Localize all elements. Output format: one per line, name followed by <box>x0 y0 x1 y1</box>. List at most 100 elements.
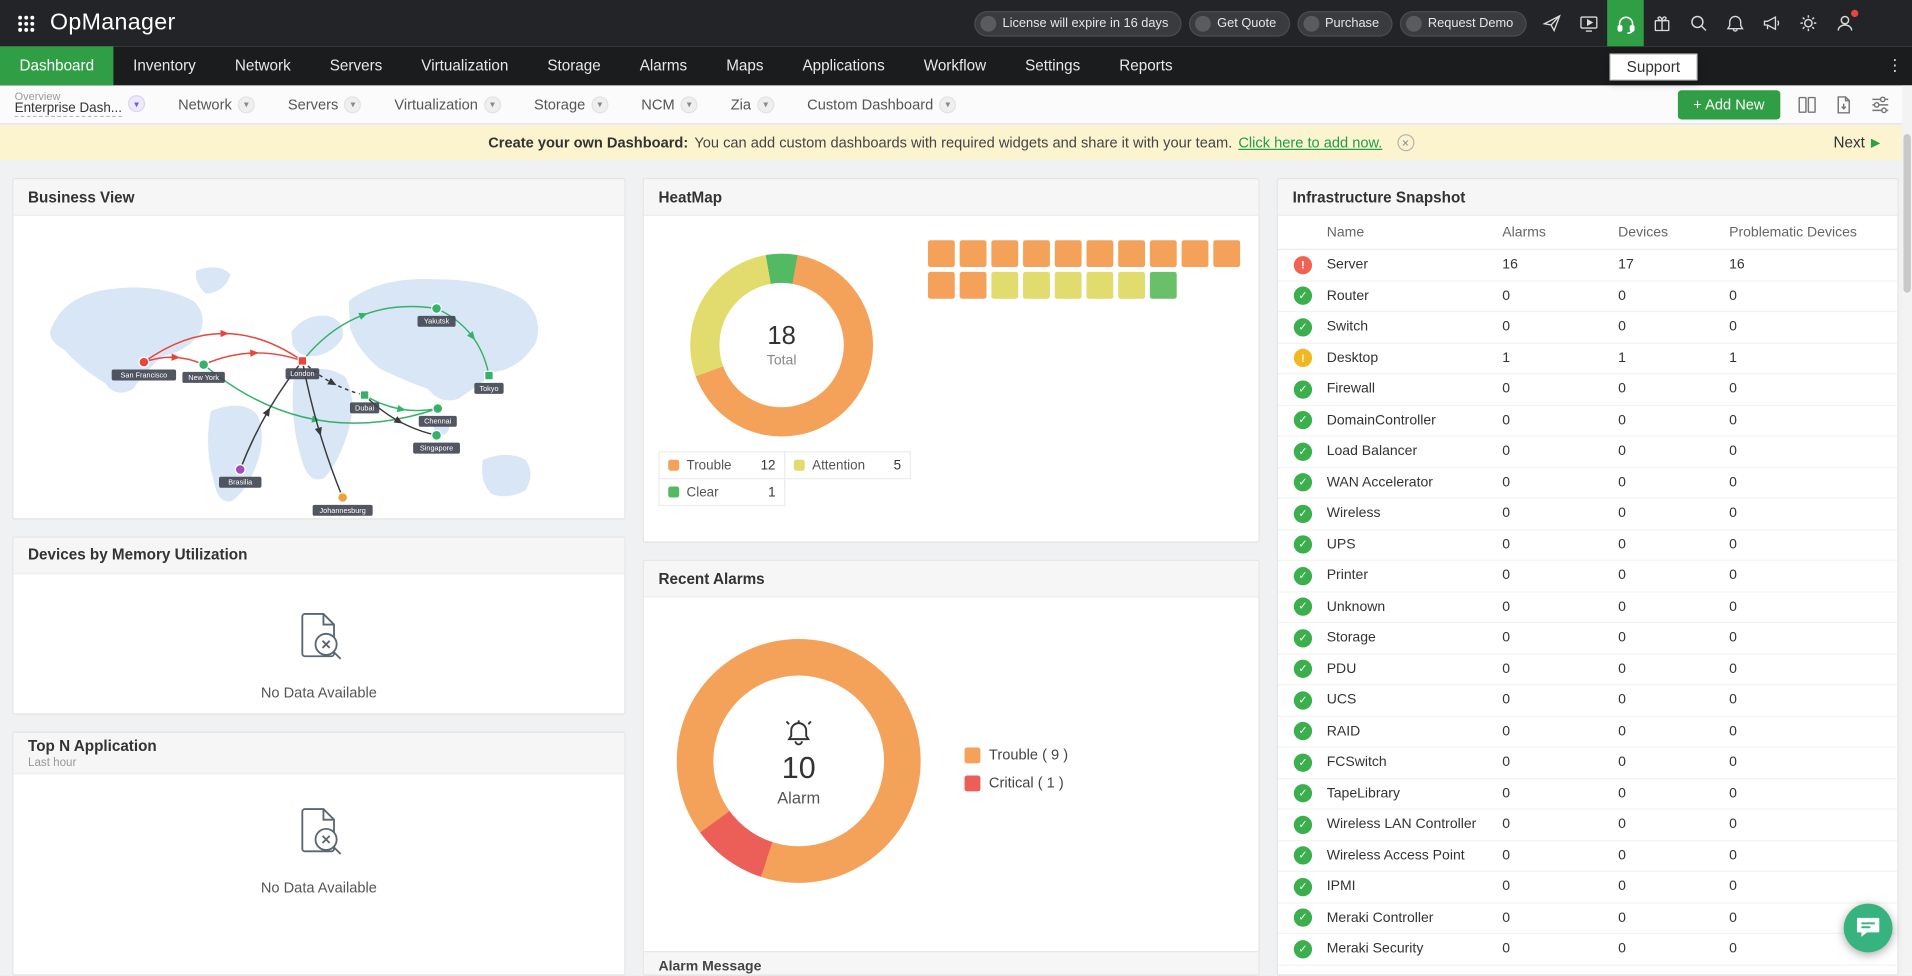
heatmap-cell-trouble[interactable] <box>1054 240 1082 268</box>
layout-columns-icon[interactable] <box>1797 95 1817 115</box>
video-demo-icon[interactable] <box>1571 0 1608 46</box>
device-category-link[interactable]: UCS <box>1326 692 1357 708</box>
subnav-item-custom-dashboard[interactable]: Custom Dashboard ▾ <box>807 95 957 113</box>
map-node-new-york[interactable]: New York <box>182 359 225 383</box>
map-node-brasilia[interactable]: Brasilia <box>219 463 262 488</box>
scrollbar-thumb[interactable] <box>1903 134 1911 293</box>
device-category-link[interactable]: Printer <box>1326 568 1369 584</box>
heatmap-cell-trouble[interactable] <box>1149 240 1177 268</box>
heatmap-cell-attention[interactable] <box>1086 271 1114 299</box>
nav-tab-settings[interactable]: Settings <box>1025 57 1081 75</box>
map-node-chennai[interactable]: Chennai <box>418 403 457 427</box>
selector-label[interactable]: Enterprise Dash... <box>14 101 122 118</box>
nav-overflow-icon[interactable]: ⋮ <box>1887 56 1903 75</box>
nav-tab-servers[interactable]: Servers <box>329 57 383 75</box>
nav-tab-alarms[interactable]: Alarms <box>639 57 688 75</box>
device-category-link[interactable]: Router <box>1326 288 1369 304</box>
notifications-bell-icon[interactable] <box>1717 0 1754 46</box>
chevron-down-icon[interactable]: ▾ <box>483 95 502 113</box>
device-category-link[interactable]: Wireless <box>1326 506 1381 521</box>
dashboard-selector[interactable]: Overview Enterprise Dash... ▾ <box>0 90 146 118</box>
chevron-down-icon[interactable]: ▾ <box>344 95 362 113</box>
nav-tab-workflow[interactable]: Workflow <box>923 57 987 75</box>
heatmap-cell-trouble[interactable] <box>927 271 955 299</box>
topbar-pill-get-quote[interactable]: Get Quote <box>1189 10 1290 36</box>
device-category-link[interactable]: PDU <box>1326 661 1357 677</box>
banner-close-icon[interactable]: ✕ <box>1396 134 1415 152</box>
nav-tab-maps[interactable]: Maps <box>726 57 764 75</box>
device-category-link[interactable]: TapeLibrary <box>1326 786 1400 801</box>
device-category-link[interactable]: Unknown <box>1326 599 1386 615</box>
device-category-link[interactable]: Firewall <box>1326 381 1376 397</box>
user-account-icon[interactable] <box>1827 0 1864 46</box>
heatmap-cell-trouble[interactable] <box>927 240 955 268</box>
export-pdf-icon[interactable] <box>1834 95 1854 115</box>
heatmap-cell-trouble[interactable] <box>1181 240 1209 268</box>
subnav-item-virtualization[interactable]: Virtualization ▾ <box>394 95 502 113</box>
device-category-link[interactable]: DomainController <box>1326 413 1436 428</box>
support-headset-icon[interactable] <box>1607 0 1644 47</box>
device-category-link[interactable]: Meraki Controller <box>1326 910 1434 926</box>
nav-tab-applications[interactable]: Applications <box>802 57 885 75</box>
map-node-yakutsk[interactable]: Yakutsk <box>417 303 456 327</box>
map-node-tokyo[interactable]: Tokyo <box>474 370 504 394</box>
world-map[interactable]: San Francisco New York Brasilia London Johan… <box>13 216 625 520</box>
device-category-link[interactable]: Meraki Security <box>1326 941 1424 957</box>
store-icon[interactable] <box>1644 0 1681 46</box>
heatmap-cell-trouble[interactable] <box>1086 240 1114 268</box>
next-button[interactable]: Next ▶ <box>1833 134 1880 151</box>
search-icon[interactable] <box>1680 0 1717 46</box>
apps-waffle-icon[interactable] <box>17 14 35 32</box>
device-category-link[interactable]: Storage <box>1326 630 1376 646</box>
banner-add-link[interactable]: Click here to add now. <box>1238 134 1383 152</box>
topbar-pill-purchase[interactable]: Purchase <box>1296 10 1393 36</box>
chevron-down-icon[interactable]: ▾ <box>939 95 957 113</box>
business-view-map[interactable]: San Francisco New York Brasilia London Johan… <box>13 216 625 520</box>
subnav-item-network[interactable]: Network ▾ <box>178 95 255 113</box>
device-category-link[interactable]: Wireless LAN Controller <box>1326 817 1477 832</box>
heatmap-cell-trouble[interactable] <box>991 240 1019 268</box>
chevron-down-icon[interactable]: ▾ <box>128 95 146 113</box>
device-category-link[interactable]: WAN Accelerator <box>1326 475 1433 490</box>
chevron-down-icon[interactable]: ▾ <box>237 95 255 113</box>
device-category-link[interactable]: RAID <box>1326 724 1361 739</box>
topbar-pill-request-demo[interactable]: Request Demo <box>1399 10 1527 36</box>
live-chat-button[interactable] <box>1843 903 1893 953</box>
heatmap-cell-trouble[interactable] <box>959 271 987 299</box>
map-node-san-francisco[interactable]: San Francisco <box>111 356 177 381</box>
nav-tab-dashboard[interactable]: Dashboard <box>0 46 114 86</box>
heatmap-cell-trouble[interactable] <box>959 240 987 268</box>
device-category-link[interactable]: FCSwitch <box>1326 755 1387 770</box>
subnav-item-storage[interactable]: Storage ▾ <box>534 95 609 113</box>
heatmap-cell-trouble[interactable] <box>1023 240 1050 268</box>
device-category-link[interactable]: Server <box>1326 257 1369 273</box>
alarms-donut[interactable]: 10 Alarm <box>676 638 921 883</box>
settings-gear-icon[interactable] <box>1790 0 1827 46</box>
subnav-item-servers[interactable]: Servers ▾ <box>288 95 362 113</box>
announcements-icon[interactable] <box>1753 0 1790 46</box>
topbar-pill-license-will-expire-in-16-days[interactable]: License will expire in 16 days <box>974 10 1182 36</box>
heatmap-donut[interactable]: 18 Total <box>690 253 874 437</box>
map-node-london[interactable]: London <box>285 356 320 380</box>
heatmap-cell-attention[interactable] <box>1118 271 1146 299</box>
nav-tab-virtualization[interactable]: Virtualization <box>421 57 509 75</box>
device-category-link[interactable]: Wireless Access Point <box>1326 848 1465 864</box>
nav-tab-network[interactable]: Network <box>234 57 291 75</box>
subnav-item-zia[interactable]: Zia ▾ <box>731 95 775 113</box>
heatmap-cell-attention[interactable] <box>991 271 1019 299</box>
device-category-link[interactable]: UPS <box>1326 537 1356 553</box>
device-category-link[interactable]: IPMI <box>1326 879 1356 895</box>
subnav-item-ncm[interactable]: NCM ▾ <box>641 95 698 113</box>
device-category-link[interactable]: Desktop <box>1326 350 1379 366</box>
map-node-singapore[interactable]: Singapore <box>413 429 460 454</box>
heatmap-cell-trouble[interactable] <box>1213 240 1241 268</box>
map-node-johannesburg[interactable]: Johannesburg <box>312 492 373 516</box>
device-category-link[interactable]: Switch <box>1326 319 1369 335</box>
widget-settings-sliders-icon[interactable] <box>1871 95 1891 115</box>
heatmap-cell-clear[interactable] <box>1149 271 1177 299</box>
send-icon[interactable] <box>1534 0 1571 46</box>
add-new-button[interactable]: + Add New <box>1677 89 1781 119</box>
heatmap-cell-trouble[interactable] <box>1118 240 1146 268</box>
chevron-down-icon[interactable]: ▾ <box>757 95 775 113</box>
nav-tab-reports[interactable]: Reports <box>1119 57 1173 75</box>
